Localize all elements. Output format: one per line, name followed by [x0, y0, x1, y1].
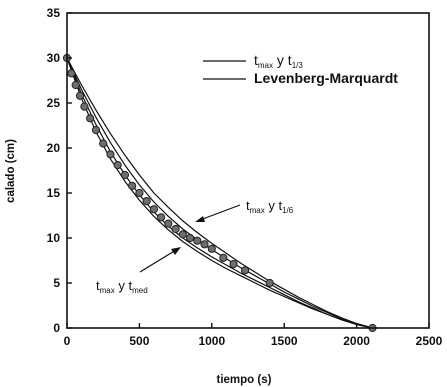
y-axis-title: calado (cm): [5, 139, 17, 203]
data-point-3: [75, 91, 85, 100]
annotation-1-arrow: [199, 204, 241, 221]
x-axis-title: tiempo (s): [217, 374, 272, 386]
data-point-20: [193, 236, 202, 245]
x-tick-label-0: 0: [64, 334, 71, 348]
y-tick-label-1: 5: [53, 276, 60, 290]
data-point-9: [113, 161, 122, 170]
data-point-10: [120, 170, 130, 180]
axes-layer: [66, 12, 430, 329]
y-tick-label-2: 10: [47, 231, 61, 245]
x-tick-label-2: 1000: [198, 334, 225, 348]
y-tick-label-4: 20: [47, 141, 61, 155]
x-tick-label-1: 500: [129, 334, 149, 348]
x-tick-label-4: 2000: [343, 334, 370, 348]
data-point-13: [142, 197, 151, 206]
data-point-26: [265, 278, 274, 288]
data-point-16: [164, 219, 173, 228]
plot-frame: [66, 12, 430, 329]
data-point-17: [171, 224, 180, 234]
legend-label-1: tmax y t1/3: [254, 52, 303, 70]
annotation-2: tmax y tmed: [96, 247, 181, 295]
data-point-6: [91, 125, 101, 135]
data-point-7: [99, 139, 108, 148]
data-point-8: [106, 150, 115, 159]
annotation-2-arrowhead: [171, 247, 181, 255]
data-point-4: [80, 102, 89, 111]
data-point-25: [241, 266, 250, 275]
y-tick-label-7: 35: [47, 6, 61, 20]
data-point-19: [185, 233, 195, 243]
series-layer: [62, 53, 377, 333]
data-point-14: [149, 205, 158, 214]
data-point-5: [86, 114, 95, 123]
series-line-0: [66, 57, 373, 329]
data-point-23: [219, 253, 228, 262]
x-tick-label-5: 2500: [416, 334, 443, 348]
data-point-11: [128, 181, 137, 190]
series-line-3: [66, 57, 373, 329]
annotation-1: tmax y t1/6: [195, 198, 294, 222]
data-point-15: [157, 213, 166, 222]
legend: tmax y t1/3 Levenberg-Marquardt: [203, 52, 398, 86]
data-point-1: [67, 69, 76, 78]
y-tick-label-6: 30: [47, 51, 61, 65]
data-point-22: [207, 244, 216, 253]
ticks-layer: 0 500 1000 1500 2000 2500 0 5 10 15 20 25 30 35: [47, 6, 443, 348]
y-tick-label-3: 15: [47, 186, 61, 200]
legend-label-2: Levenberg-Marquardt: [254, 70, 398, 86]
data-point-18: [178, 230, 187, 239]
annotation-1-arrowhead: [195, 216, 205, 222]
series-line-1: [66, 57, 373, 329]
data-point-24: [229, 260, 238, 269]
data-point-21: [200, 240, 209, 249]
annotation-2-label: tmax y tmed: [96, 278, 148, 295]
annotation-1-label: tmax y t1/6: [246, 198, 294, 215]
data-point-2: [71, 80, 80, 90]
data-point-12: [135, 188, 144, 198]
x-tick-label-3: 1500: [271, 334, 298, 348]
y-tick-label-5: 25: [47, 96, 61, 110]
y-tick-label-0: 0: [53, 321, 60, 335]
annotation-2-arrow: [139, 249, 177, 273]
